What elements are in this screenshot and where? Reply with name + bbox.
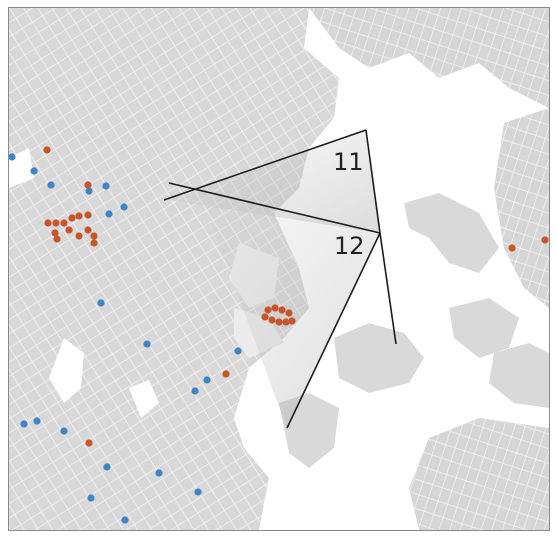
orange-dot-icon[interactable] <box>222 370 230 378</box>
blue-dot-icon[interactable] <box>97 299 105 307</box>
view-label-11: 11 <box>333 148 364 176</box>
blue-dot-icon[interactable] <box>60 427 68 435</box>
blue-dot-icon[interactable] <box>33 417 41 425</box>
blue-dot-icon[interactable] <box>105 210 113 218</box>
orange-dot-icon[interactable] <box>278 306 286 314</box>
orange-dot-icon[interactable] <box>288 317 296 325</box>
orange-dot-icon[interactable] <box>85 439 93 447</box>
blue-dot-icon[interactable] <box>87 494 95 502</box>
sightline-12-left <box>168 182 381 234</box>
orange-dot-icon[interactable] <box>275 318 283 326</box>
sightline-12-right <box>379 232 397 345</box>
blue-dot-icon[interactable] <box>9 153 16 161</box>
orange-dot-icon[interactable] <box>44 219 52 227</box>
blue-dot-icon[interactable] <box>234 347 242 355</box>
orange-dot-icon[interactable] <box>51 229 59 237</box>
orange-dot-icon[interactable] <box>268 316 276 324</box>
blue-dot-icon[interactable] <box>30 167 38 175</box>
orange-dot-icon[interactable] <box>541 236 549 244</box>
orange-dot-icon[interactable] <box>65 226 73 234</box>
orange-dot-icon[interactable] <box>84 211 92 219</box>
orange-dot-icon[interactable] <box>75 232 83 240</box>
markers-layer <box>9 146 549 524</box>
orange-dot-icon[interactable] <box>52 219 60 227</box>
orange-dot-icon[interactable] <box>90 232 98 240</box>
view-cones <box>163 129 397 429</box>
sightline-11-left <box>163 129 367 201</box>
blue-dot-icon[interactable] <box>20 420 28 428</box>
map-frame[interactable]: 11 12 <box>8 7 550 531</box>
orange-dot-icon[interactable] <box>84 181 92 189</box>
orange-dot-icon[interactable] <box>271 304 279 312</box>
blue-dot-icon[interactable] <box>191 387 199 395</box>
blue-dot-icon[interactable] <box>203 376 211 384</box>
view-label-12: 12 <box>334 232 365 260</box>
sightline-12-bottom <box>286 232 381 429</box>
orange-dot-icon[interactable] <box>508 244 516 252</box>
blue-dot-icon[interactable] <box>120 203 128 211</box>
map-canvas[interactable]: 11 12 <box>9 8 549 530</box>
land-layer <box>9 8 549 530</box>
blue-dot-icon[interactable] <box>143 340 151 348</box>
orange-dot-icon[interactable] <box>43 146 51 154</box>
orange-dot-icon[interactable] <box>90 239 98 247</box>
orange-dot-icon[interactable] <box>75 212 83 220</box>
orange-dot-icon[interactable] <box>282 318 290 326</box>
sightline-11-right <box>365 129 381 234</box>
orange-dot-icon[interactable] <box>68 214 76 222</box>
blue-dot-icon[interactable] <box>103 463 111 471</box>
orange-dot-icon[interactable] <box>264 306 272 314</box>
blue-dot-icon[interactable] <box>47 181 55 189</box>
blue-dot-icon[interactable] <box>121 516 129 524</box>
orange-dot-icon[interactable] <box>84 226 92 234</box>
blue-dot-icon[interactable] <box>194 488 202 496</box>
orange-dot-icon[interactable] <box>285 309 293 317</box>
blue-dot-icon[interactable] <box>155 469 163 477</box>
blue-dot-icon[interactable] <box>85 187 93 195</box>
orange-dot-icon[interactable] <box>53 235 61 243</box>
blue-dot-icon[interactable] <box>102 182 110 190</box>
orange-dot-icon[interactable] <box>60 219 68 227</box>
orange-dot-icon[interactable] <box>261 313 269 321</box>
